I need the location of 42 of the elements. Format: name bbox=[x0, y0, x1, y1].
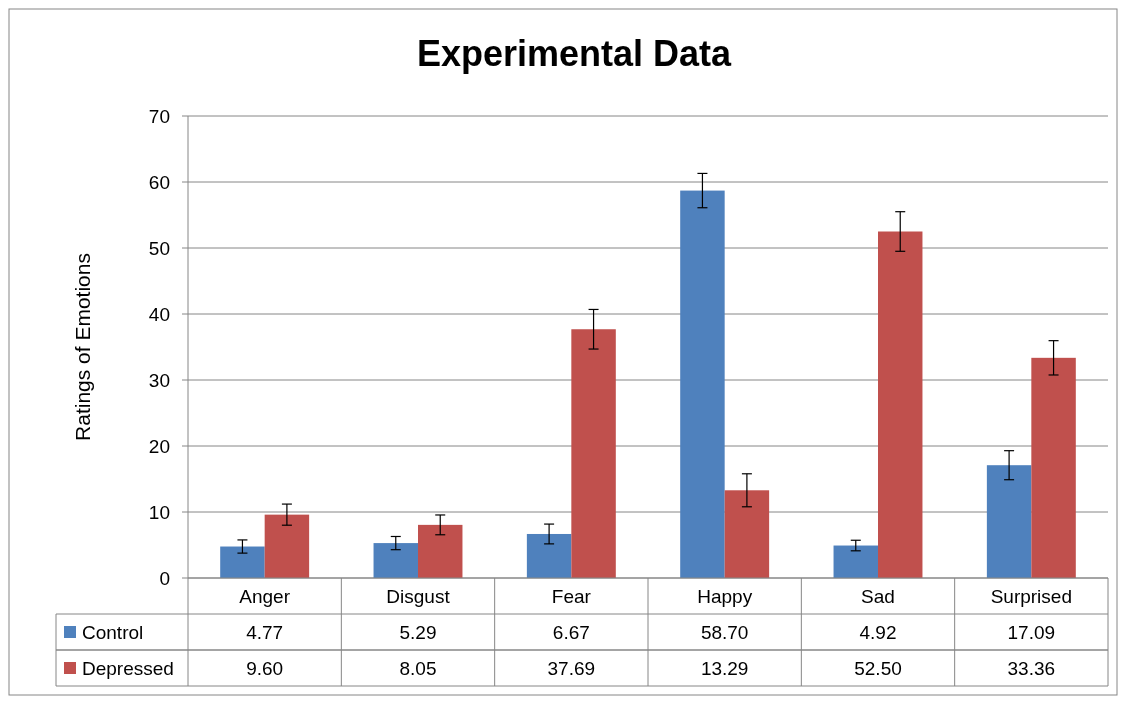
data-label: 8.05 bbox=[399, 657, 437, 679]
legend-label: Control bbox=[82, 621, 144, 643]
data-label: 52.50 bbox=[854, 657, 902, 679]
x-tick-label: Sad bbox=[861, 585, 895, 607]
bar bbox=[264, 514, 310, 578]
y-tick-label: 30 bbox=[148, 369, 170, 391]
data-label: 17.09 bbox=[1007, 621, 1056, 643]
y-tick-label: 20 bbox=[148, 435, 170, 457]
y-axis-title: Ratings of Emotions bbox=[71, 253, 94, 441]
data-label: 33.36 bbox=[1007, 657, 1056, 679]
x-tick-label: Anger bbox=[239, 585, 291, 607]
data-label: 6.67 bbox=[552, 621, 590, 643]
legend-label: Depressed bbox=[82, 657, 174, 679]
y-tick-label: 10 bbox=[148, 501, 170, 523]
bar bbox=[220, 546, 265, 578]
bar bbox=[986, 465, 1032, 578]
chart-title: Experimental Data bbox=[416, 33, 733, 74]
data-label: 37.69 bbox=[547, 657, 596, 679]
data-label: 9.60 bbox=[246, 657, 284, 679]
data-label: 4.77 bbox=[246, 621, 284, 643]
data-label: 58.70 bbox=[700, 621, 749, 643]
bar bbox=[878, 231, 923, 578]
bar bbox=[418, 524, 463, 578]
bar bbox=[833, 545, 878, 578]
data-label: 13.29 bbox=[700, 657, 749, 679]
x-tick-label: Fear bbox=[551, 585, 592, 607]
y-tick-label: 60 bbox=[148, 171, 170, 193]
x-tick-label: Surprised bbox=[990, 585, 1072, 607]
bar bbox=[724, 490, 770, 578]
y-tick-label: 0 bbox=[159, 567, 170, 589]
data-label: 5.29 bbox=[399, 621, 437, 643]
bar bbox=[680, 190, 725, 578]
y-tick-label: 50 bbox=[148, 237, 170, 259]
bar bbox=[571, 329, 616, 578]
y-tick-label: 70 bbox=[148, 105, 170, 127]
x-tick-label: Disgust bbox=[386, 585, 451, 607]
data-label: 4.92 bbox=[859, 621, 897, 643]
y-tick-label: 40 bbox=[148, 303, 170, 325]
bar bbox=[373, 543, 418, 578]
bar bbox=[526, 533, 572, 578]
x-tick-label: Happy bbox=[697, 585, 753, 607]
bar bbox=[1031, 357, 1076, 578]
